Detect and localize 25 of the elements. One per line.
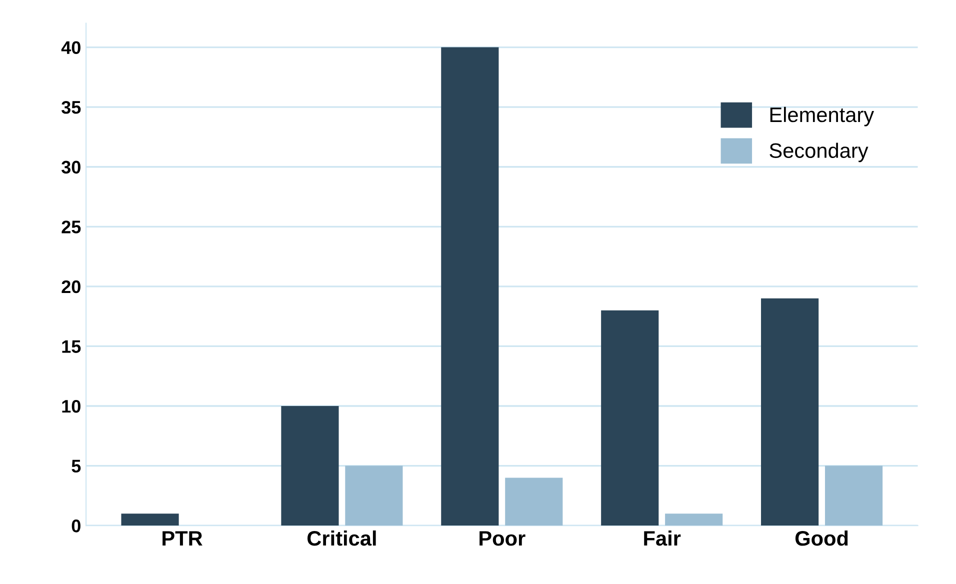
y-tick-label: 15 xyxy=(62,340,81,353)
y-tick-label: 20 xyxy=(62,280,80,294)
x-tick-label: Fair xyxy=(644,530,681,546)
bar xyxy=(824,466,883,526)
bar xyxy=(121,514,179,526)
y-tick-label: 30 xyxy=(62,160,80,174)
bar xyxy=(505,478,563,526)
x-tick-label: Critical xyxy=(307,530,376,546)
y-tick-label: 10 xyxy=(62,400,80,413)
y-tick-label: 40 xyxy=(61,41,80,54)
legend-label: Secondary xyxy=(770,142,868,162)
bar xyxy=(761,298,819,526)
bar xyxy=(281,406,339,526)
y-tick-label: 35 xyxy=(62,101,81,114)
bar xyxy=(665,514,723,526)
y-tick-label: 0 xyxy=(72,520,80,532)
bar xyxy=(441,47,499,526)
bar xyxy=(345,466,403,526)
x-tick-label: Good xyxy=(795,530,848,546)
y-tick-label: 25 xyxy=(62,220,81,234)
y-tick-label: 5 xyxy=(72,460,81,473)
x-tick-label: Poor xyxy=(480,531,526,546)
bar xyxy=(601,310,659,526)
x-tick-label: PTR xyxy=(162,531,202,546)
legend-label: Elementary xyxy=(770,106,874,126)
